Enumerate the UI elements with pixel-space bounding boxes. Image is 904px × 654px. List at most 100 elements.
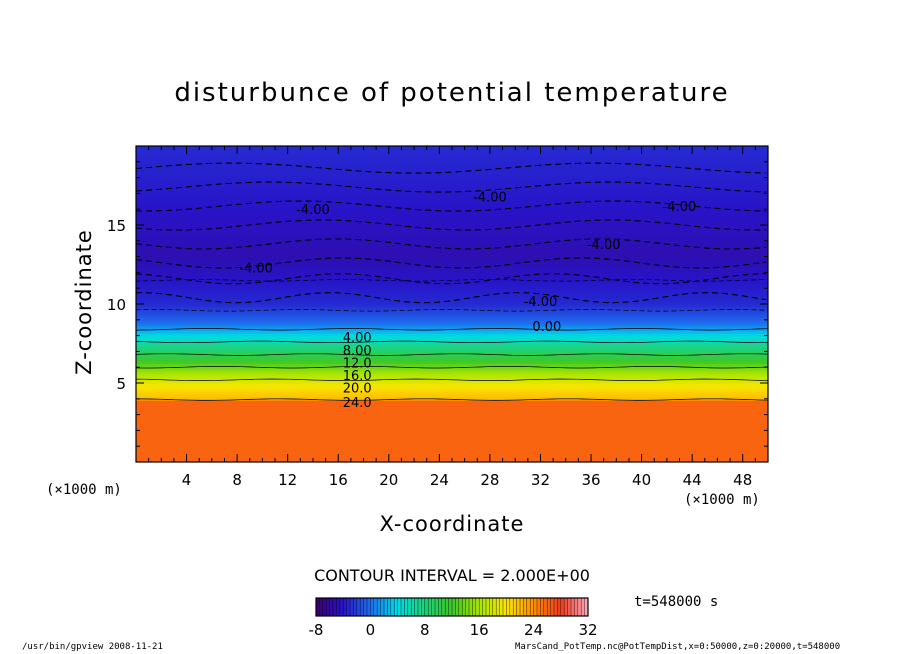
- field-band: [136, 217, 768, 221]
- colorbar-tick-label: 24: [524, 621, 543, 639]
- contour-line: [136, 219, 767, 231]
- contour-label: -4.00: [663, 200, 697, 215]
- field-band: [136, 211, 768, 216]
- field-band: [136, 172, 768, 176]
- x-tick-label: 32: [531, 471, 550, 489]
- colorbar-cell: [384, 598, 388, 616]
- field-band: [136, 383, 768, 387]
- field-band: [136, 393, 768, 397]
- colorbar-cell: [452, 598, 456, 616]
- field-band: [136, 288, 768, 292]
- colorbar-cell: [523, 598, 528, 616]
- colorbar-cell: [356, 598, 361, 616]
- contour-line: [136, 340, 768, 344]
- colorbar-cell: [438, 598, 443, 616]
- field-band: [136, 293, 768, 297]
- field-band: [136, 353, 768, 357]
- colorbar-cell: [496, 598, 500, 616]
- field-band: [136, 405, 768, 410]
- colorbar-cell: [526, 598, 531, 616]
- x-tick-label: 4: [182, 471, 192, 489]
- field-band: [136, 198, 768, 202]
- field-band: [136, 164, 768, 168]
- field-band: [136, 232, 768, 237]
- field-band: [136, 182, 768, 187]
- x-tick-label: 24: [430, 471, 449, 489]
- colorbar-cell: [516, 598, 521, 616]
- field-band: [136, 309, 768, 313]
- colorbar-cell: [326, 598, 330, 616]
- contour-label: 12.0: [343, 356, 372, 371]
- colorbar-cell: [407, 598, 412, 616]
- colorbar-cell: [316, 598, 320, 616]
- field-band: [136, 301, 768, 305]
- colorbar-cell: [343, 598, 347, 616]
- colorbar-cell: [319, 598, 324, 616]
- colorbar-cell: [509, 598, 514, 616]
- colorbar-tick-label: 32: [578, 621, 597, 639]
- colorbar-cell: [547, 598, 551, 616]
- y-tick-label: 5: [116, 375, 126, 393]
- field-band: [136, 282, 768, 287]
- colorbar-cell: [571, 598, 575, 616]
- contour-label: -4.00: [296, 203, 330, 218]
- field-band: [136, 370, 768, 375]
- colorbar-cell: [564, 598, 568, 616]
- x-tick-label: 44: [683, 471, 702, 489]
- field-band: [136, 298, 768, 302]
- time-label: t=548000 s: [634, 594, 719, 610]
- field-band: [136, 235, 768, 239]
- colorbar-cell: [322, 598, 327, 616]
- field-band: [136, 386, 768, 390]
- footer-source: MarsCand_PotTemp.nc@PotTempDist,x=0:5000…: [515, 642, 841, 652]
- contour-label: -4.00: [473, 191, 507, 206]
- field-band: [136, 419, 768, 423]
- field-band: [136, 259, 768, 263]
- contour-label: 0.00: [532, 320, 561, 335]
- field-band: [136, 153, 768, 158]
- colorbar-cell: [414, 598, 419, 616]
- field-band: [136, 408, 768, 412]
- colorbar-tick-label: 8: [420, 621, 430, 639]
- chart-title: disturbunce of potential temperature: [174, 78, 730, 108]
- contour-label: -4.00: [239, 262, 273, 277]
- x-tick-label: 48: [733, 471, 752, 489]
- colorbar-cell: [581, 598, 585, 616]
- x-tick-label: 40: [632, 471, 651, 489]
- field-band: [136, 167, 768, 171]
- field-band: [136, 267, 768, 271]
- field-band: [136, 269, 768, 273]
- contour-interval-label: CONTOUR INTERVAL = 2.000E+00: [314, 566, 590, 585]
- field-band: [136, 355, 768, 359]
- field-band: [136, 159, 768, 163]
- colorbar-cell: [428, 598, 432, 616]
- field-band: [136, 222, 768, 226]
- field-band: [136, 206, 768, 210]
- colorbar-cell: [373, 598, 378, 616]
- colorbar-cell: [584, 598, 589, 616]
- colorbar-cell: [441, 598, 446, 616]
- field-band: [136, 230, 768, 234]
- field-band: [136, 248, 768, 252]
- colorbar-cell: [353, 598, 358, 616]
- colorbar-cell: [492, 598, 497, 616]
- field-band: [136, 368, 768, 372]
- y-axis-label: Z-coordinate: [72, 229, 96, 375]
- colorbar-cell: [336, 598, 341, 616]
- contour-line: [136, 309, 768, 312]
- colorbar-cell: [489, 598, 494, 616]
- field-band: [136, 391, 768, 395]
- colorbar-cell: [472, 598, 477, 616]
- field-band: [136, 169, 768, 173]
- contour-line: [136, 328, 768, 331]
- field-band: [136, 330, 768, 334]
- x-tick-label: 20: [379, 471, 398, 489]
- colorbar-cell: [390, 598, 395, 616]
- colorbar-cell: [469, 598, 473, 616]
- colorbar-tick-label: 16: [470, 621, 489, 639]
- field-band: [136, 435, 768, 439]
- y-tick-label: 10: [107, 296, 126, 314]
- contour-line: [136, 279, 768, 282]
- colorbar-cell: [367, 598, 371, 616]
- field-band: [136, 275, 768, 279]
